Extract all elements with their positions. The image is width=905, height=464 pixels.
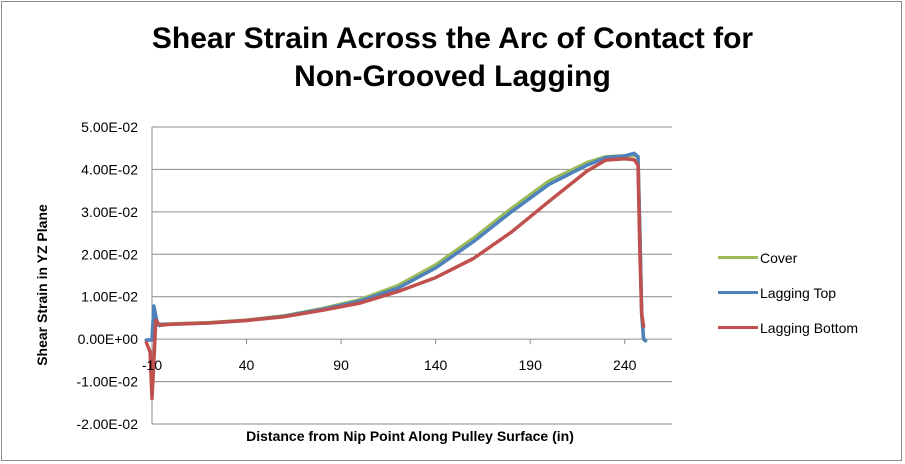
- chart-title-line-1: Shear Strain Across the Arc of Contact f…: [151, 22, 754, 55]
- y-axis-label-text: Shear Strain in YZ Plane: [34, 204, 50, 366]
- x-tick-label: 140: [424, 357, 448, 373]
- legend-swatch-cover: [718, 256, 758, 259]
- x-tick-label: 190: [519, 357, 543, 373]
- chart-title: Shear Strain Across the Arc of Contact f…: [0, 20, 905, 96]
- y-tick-label: -1.00E-02: [77, 374, 139, 390]
- axes: [151, 127, 672, 424]
- y-tick-label: -2.00E-02: [77, 416, 139, 432]
- x-axis-label: Distance from Nip Point Along Pulley Sur…: [246, 428, 574, 444]
- legend-item-cover: Cover: [718, 240, 858, 275]
- legend-item-lagging-bottom: Lagging Bottom: [718, 310, 858, 345]
- legend-label-cover: Cover: [760, 249, 798, 266]
- y-tick-label: 0.00E+00: [78, 331, 139, 347]
- legend-item-lagging-top: Lagging Top: [718, 275, 858, 310]
- legend-label-lagging-bottom: Lagging Bottom: [760, 319, 859, 336]
- legend: Cover Lagging Top Lagging Bottom: [718, 240, 858, 345]
- y-tick-labels: -2.00E-02 -1.00E-02 0.00E+00 1.00E-02 2.00E-…: [77, 119, 139, 432]
- legend-label-lagging-top: Lagging Top: [760, 284, 837, 301]
- x-tick-labels: -10 40 90 140 190 240: [142, 357, 637, 373]
- x-tick-label: -10: [142, 357, 162, 373]
- y-tick-label: 3.00E-02: [81, 204, 138, 220]
- x-tick-label: 40: [239, 357, 255, 373]
- gridlines: [152, 126, 672, 425]
- series-line-lagging-bottom: [144, 157, 646, 401]
- series-lines: [144, 151, 648, 401]
- y-tick-label: 2.00E-02: [81, 246, 138, 262]
- x-tick-label: 240: [613, 357, 637, 373]
- legend-swatch-lagging-bottom: [718, 326, 758, 329]
- series-line-lagging-top: [144, 151, 648, 343]
- y-tick-label: 1.00E-02: [81, 289, 138, 305]
- x-tick-label: 90: [333, 357, 349, 373]
- legend-swatch-lagging-top: [718, 291, 758, 294]
- y-tick-label: 4.00E-02: [81, 161, 138, 177]
- chart-title-line-2: Non-Grooved Lagging: [294, 60, 611, 93]
- y-tick-label: 5.00E-02: [81, 119, 138, 135]
